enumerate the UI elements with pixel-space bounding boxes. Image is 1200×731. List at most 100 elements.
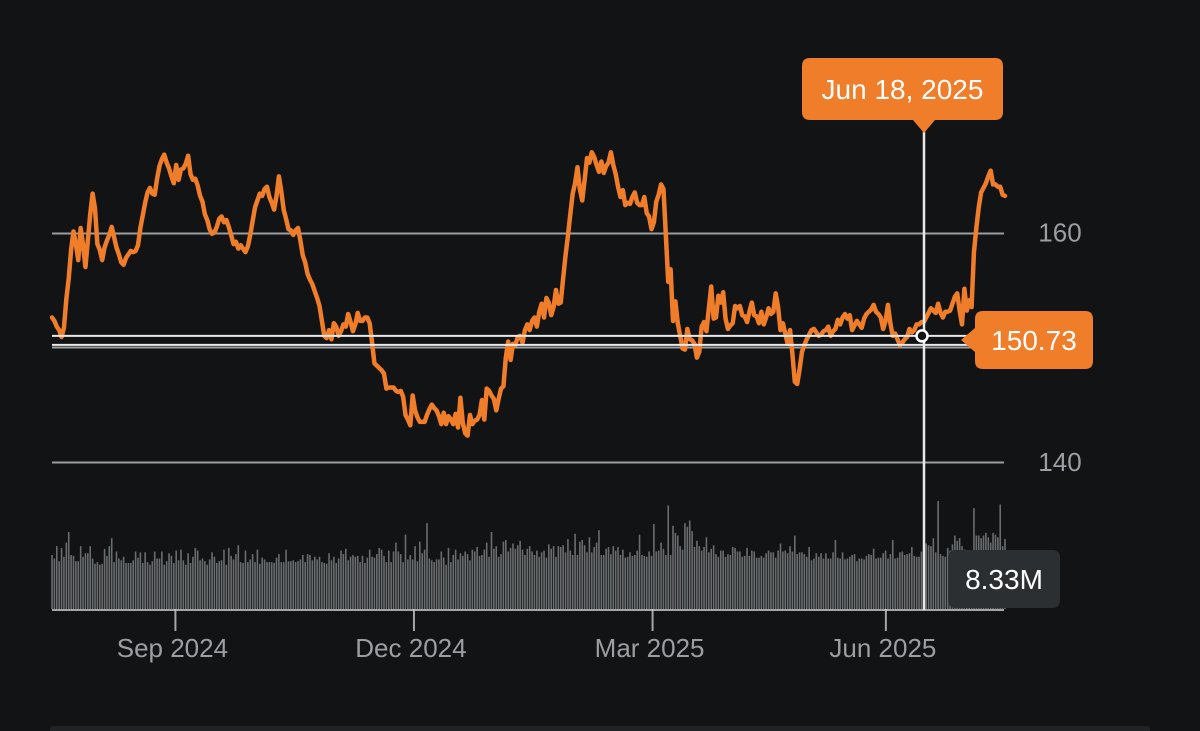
volume-bar: [490, 531, 493, 609]
volume-bar: [782, 551, 784, 609]
volume-bar: [450, 562, 452, 609]
volume-bar: [610, 554, 612, 609]
volume-bar: [356, 555, 359, 609]
volume-bar: [299, 559, 302, 609]
volume-bar: [230, 555, 232, 609]
volume-bar: [755, 557, 758, 609]
volume-bar: [278, 554, 280, 609]
crosshair[interactable]: Jun 18, 2025 150.73 8.33M: [52, 58, 1093, 610]
volume-bar: [249, 559, 252, 609]
volume-bar: [335, 562, 338, 609]
volume-bar: [679, 546, 681, 609]
volume-bar: [457, 559, 459, 609]
volume-bar: [717, 556, 720, 609]
volume-bar: [676, 535, 679, 609]
volume-bar: [79, 546, 82, 609]
volume-bar: [385, 562, 388, 609]
volume-bar: [495, 546, 498, 609]
volume-bar: [880, 557, 882, 609]
volume-bar: [767, 550, 770, 609]
volume-bar: [407, 559, 409, 609]
volume-bar: [387, 550, 390, 609]
volume-bar: [244, 550, 247, 609]
volume-bar: [275, 557, 278, 609]
volume-bar: [870, 555, 873, 609]
volume-bar: [815, 553, 818, 609]
volume-bar: [301, 555, 304, 609]
volume-bar: [232, 559, 235, 609]
volume-bar: [383, 555, 385, 609]
volume-bar: [848, 556, 851, 609]
volume-bar: [588, 537, 591, 609]
volume-bar: [380, 549, 383, 609]
volume-bar: [213, 556, 216, 609]
volume-bar: [204, 561, 206, 609]
volume-bar: [942, 555, 944, 609]
volume-bar: [445, 564, 447, 609]
volume-bar: [631, 555, 634, 609]
volume-bar: [304, 562, 306, 609]
volume-bar: [125, 562, 127, 609]
volume-tooltip: [948, 550, 1060, 608]
volume-bar: [753, 551, 756, 609]
volume-bar: [813, 558, 815, 609]
volume-bar: [51, 555, 53, 609]
volume-bar: [144, 552, 146, 609]
volume-bar: [306, 554, 309, 609]
volume-bar: [655, 551, 658, 609]
volume-bar: [832, 552, 834, 609]
volume-bar: [313, 556, 316, 609]
volume-bar: [485, 542, 488, 609]
volume-bar: [280, 562, 283, 609]
volume-bar: [464, 551, 467, 609]
y-tick-label-160: 160: [1038, 218, 1081, 248]
y-axis-labels: 140 160: [1038, 218, 1081, 477]
volume-bar: [533, 555, 536, 609]
volume-bar: [113, 562, 115, 609]
volume-bar: [91, 558, 94, 609]
volume-bar: [106, 555, 108, 609]
volume-bar: [397, 551, 400, 609]
volume-bar: [476, 547, 478, 609]
x-tick-label-3: Jun 2025: [829, 633, 936, 663]
volume-bar: [359, 562, 361, 609]
volume-bar: [500, 554, 502, 609]
grid-lines: [52, 232, 1004, 464]
volume-bar: [889, 554, 892, 609]
volume-bar: [130, 562, 132, 609]
volume-bar: [72, 555, 75, 609]
volume-bar: [686, 526, 689, 609]
volume-bar: [607, 547, 610, 609]
volume-bar: [665, 555, 667, 609]
volume-bar: [865, 555, 868, 609]
volume-bar: [462, 555, 464, 609]
volume-bar: [141, 562, 144, 609]
volume-bar: [751, 550, 753, 609]
x-tick-label-0: Sep 2024: [117, 633, 228, 663]
volume-bar: [579, 541, 581, 609]
volume-bar: [564, 552, 567, 609]
volume-bar: [946, 547, 949, 609]
volume-bar: [851, 555, 853, 609]
volume-bar: [282, 562, 285, 609]
volume-bar: [748, 555, 751, 609]
volume-bar: [844, 559, 846, 609]
volume-bar: [180, 549, 182, 609]
volume-bar: [471, 549, 474, 609]
volume-bar: [739, 551, 741, 609]
volume-bar: [514, 548, 517, 609]
volume-bar: [624, 557, 627, 609]
volume-bar: [927, 545, 930, 609]
volume-bar: [220, 560, 223, 609]
volume-bar: [65, 542, 68, 609]
volume-bar: [617, 547, 619, 609]
volume-bar: [478, 555, 481, 609]
y-tick-label-140: 140: [1038, 447, 1081, 477]
volume-bar: [526, 548, 529, 609]
volume-bar: [729, 555, 732, 609]
volume-bar: [712, 545, 715, 609]
volume-bar: [825, 553, 827, 609]
volume-bar: [805, 556, 808, 609]
